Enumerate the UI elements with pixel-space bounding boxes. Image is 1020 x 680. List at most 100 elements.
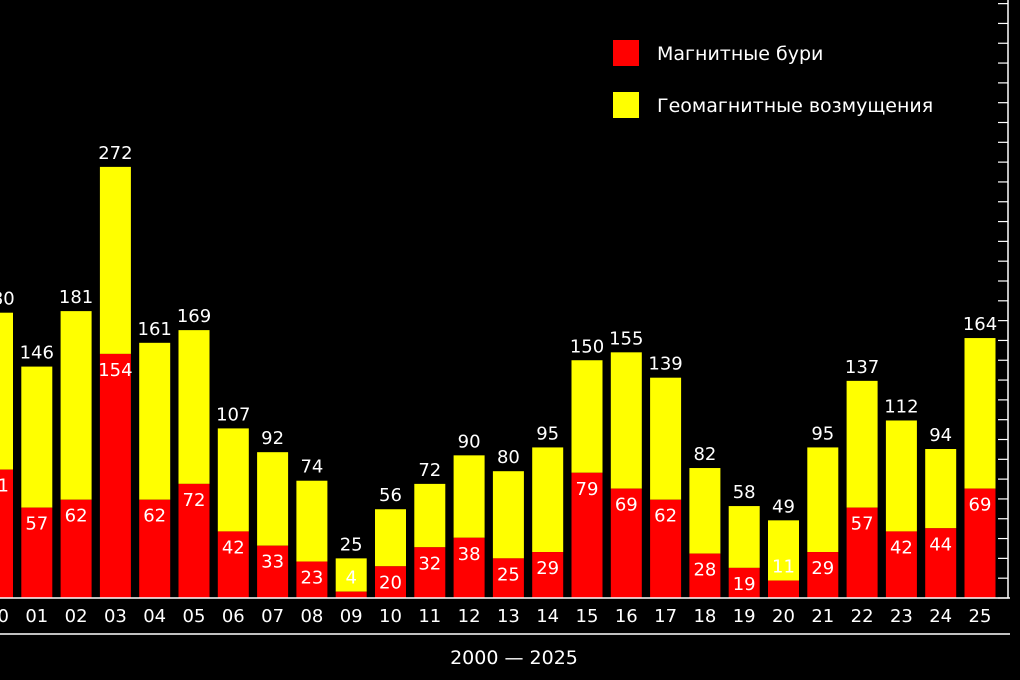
- x-tick-label-09: 09: [340, 606, 363, 627]
- storm-value-label-00: 81: [0, 476, 9, 497]
- bar-storms-13: [492, 558, 524, 598]
- bar-storms-14: [532, 552, 564, 598]
- x-tick-label-24: 24: [929, 606, 952, 627]
- bar-storms-10: [375, 566, 406, 598]
- x-tick-label-16: 16: [615, 606, 638, 627]
- total-value-label-05: 169: [177, 306, 211, 327]
- bar-storms-02: [60, 499, 92, 598]
- bar-disturbances-22: [846, 380, 878, 508]
- x-tick-label-13: 13: [497, 606, 520, 627]
- total-value-label-12: 90: [458, 431, 481, 452]
- storm-value-label-06: 42: [222, 537, 245, 558]
- bar-disturbances-11: [414, 483, 446, 548]
- storm-value-label-14: 29: [536, 558, 559, 579]
- x-tick-label-05: 05: [183, 606, 206, 627]
- x-tick-label-18: 18: [693, 606, 716, 627]
- x-tick-label-03: 03: [104, 606, 127, 627]
- x-tick-label-06: 06: [222, 606, 245, 627]
- legend-label-storms: Магнитные бури: [657, 43, 823, 65]
- total-value-label-18: 82: [693, 444, 716, 465]
- bar-disturbances-04: [139, 342, 171, 500]
- bar-storms-16: [610, 488, 642, 598]
- x-tick-label-20: 20: [772, 606, 795, 627]
- legend-swatch-storms: [613, 40, 639, 66]
- bar-disturbances-02: [60, 311, 92, 500]
- bar-storms-23: [885, 531, 917, 598]
- bar-storms-25: [964, 488, 996, 598]
- bar-disturbances-25: [964, 338, 996, 489]
- bar-disturbances-24: [925, 449, 957, 529]
- total-value-label-22: 137: [845, 357, 879, 378]
- bar-storms-06: [217, 531, 249, 598]
- total-value-label-24: 94: [929, 425, 952, 446]
- storm-value-label-24: 44: [929, 534, 952, 555]
- total-value-label-25: 164: [963, 314, 997, 335]
- bar-disturbances-08: [296, 480, 328, 562]
- bar-storms-03: [99, 353, 131, 598]
- bar-disturbances-17: [650, 377, 682, 500]
- bar-disturbances-20: [768, 520, 799, 581]
- tick-labels-group: 00 01 02 03 04 05 06 07 08 09 10 11 12 13 14 15 16 17 18 19…: [0, 606, 991, 627]
- total-value-label-04: 161: [138, 319, 172, 340]
- bar-disturbances-13: [492, 471, 524, 559]
- storm-value-label-10: 20: [379, 572, 402, 593]
- bar-disturbances-19: [728, 506, 760, 568]
- x-tick-label-00: 00: [0, 606, 9, 627]
- storm-value-label-03: 154: [98, 360, 132, 381]
- bar-storms-15: [571, 472, 603, 598]
- x-tick-label-07: 07: [261, 606, 284, 627]
- total-value-label-19: 58: [733, 482, 756, 503]
- bar-disturbances-03: [99, 166, 131, 354]
- total-value-label-23: 112: [884, 396, 918, 417]
- bar-disturbances-18: [689, 468, 721, 554]
- bar-storms-22: [846, 507, 878, 598]
- total-value-label-09: 25: [340, 534, 363, 555]
- x-tick-label-19: 19: [733, 606, 756, 627]
- bar-storms-17: [650, 499, 682, 598]
- total-value-label-21: 95: [811, 423, 834, 444]
- storm-value-label-09: 4: [345, 568, 356, 589]
- storm-value-label-11: 32: [418, 553, 441, 574]
- bar-storms-24: [925, 528, 957, 598]
- total-value-label-03: 272: [98, 143, 132, 164]
- total-value-label-20: 49: [772, 496, 795, 517]
- storm-value-label-05: 72: [183, 490, 206, 511]
- bar-storms-12: [453, 537, 485, 598]
- value-labels-group: 81 180 57 146 62 181 154 272 62 161 72 169 42 107 33 92…: [0, 143, 997, 595]
- total-value-label-17: 139: [648, 354, 682, 375]
- total-value-label-16: 155: [609, 328, 643, 349]
- x-tick-label-12: 12: [458, 606, 481, 627]
- storm-value-label-04: 62: [143, 506, 166, 527]
- storm-value-label-07: 33: [261, 552, 284, 573]
- legend-label-disturbances: Геомагнитные возмущения: [657, 95, 933, 117]
- bar-disturbances-10: [375, 509, 406, 567]
- storm-value-label-22: 57: [851, 514, 874, 535]
- x-tick-label-23: 23: [890, 606, 913, 627]
- total-value-label-08: 74: [300, 457, 323, 478]
- bar-disturbances-07: [257, 452, 289, 546]
- x-tick-label-04: 04: [143, 606, 166, 627]
- storm-value-label-23: 42: [890, 537, 913, 558]
- x-tick-label-22: 22: [851, 606, 874, 627]
- storm-value-label-18: 28: [693, 560, 716, 581]
- total-value-label-15: 150: [570, 336, 604, 357]
- bar-disturbances-23: [885, 420, 917, 532]
- storm-value-label-13: 25: [497, 564, 520, 585]
- bar-disturbances-06: [217, 428, 249, 532]
- bar-storms-19: [728, 567, 760, 598]
- total-value-label-02: 181: [59, 287, 93, 308]
- x-tick-label-25: 25: [969, 606, 992, 627]
- x-tick-label-10: 10: [379, 606, 402, 627]
- storm-value-label-25: 69: [969, 495, 992, 516]
- bar-storms-21: [807, 552, 839, 598]
- total-value-label-06: 107: [216, 404, 250, 425]
- x-tick-label-14: 14: [536, 606, 559, 627]
- legend-swatch-disturbances: [613, 92, 639, 118]
- storm-value-label-15: 79: [576, 479, 599, 500]
- bar-storms-07: [257, 545, 289, 598]
- bar-storms-01: [21, 507, 53, 598]
- bar-storms-05: [178, 483, 210, 598]
- bars-group: [0, 166, 996, 598]
- bar-storms-20: [768, 580, 799, 598]
